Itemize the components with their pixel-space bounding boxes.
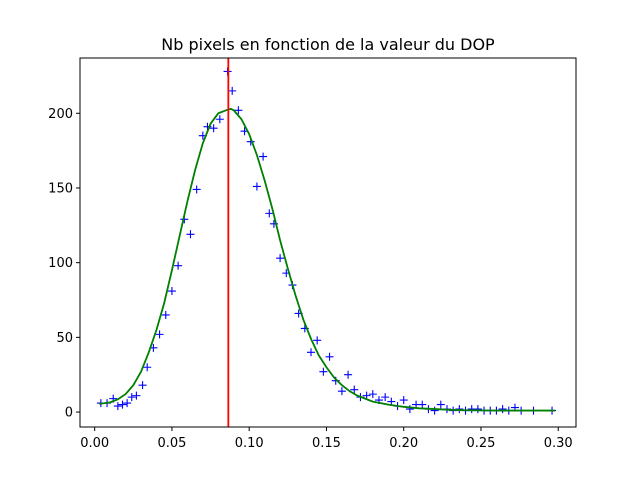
data-point-marker	[319, 367, 328, 376]
data-point-marker	[138, 381, 147, 390]
data-point-marker	[498, 405, 507, 414]
data-point-marker	[313, 336, 322, 345]
data-point-marker	[234, 106, 243, 115]
chart-title: Nb pixels en fonction de la valeur du DO…	[161, 35, 495, 54]
y-tick-label: 200	[48, 107, 73, 122]
data-point-marker	[455, 405, 464, 414]
data-point-marker	[350, 385, 359, 394]
data-point-marker	[344, 370, 353, 379]
data-point-marker	[252, 182, 261, 191]
axes-frame	[79, 57, 577, 428]
data-point-marker	[132, 391, 141, 400]
data-point-marker	[192, 185, 201, 194]
y-tick-label: 100	[48, 256, 73, 271]
data-point-marker	[259, 152, 268, 161]
x-tick-label: 0.00	[80, 436, 109, 451]
data-point-marker	[276, 254, 285, 263]
x-tick-label: 0.05	[157, 436, 186, 451]
data-point-marker	[228, 86, 237, 95]
x-tick-label: 0.10	[235, 436, 264, 451]
x-tick-label: 0.30	[544, 436, 573, 451]
data-point-marker	[325, 352, 334, 361]
plot-area	[96, 58, 557, 427]
data-point-marker	[127, 393, 136, 402]
data-point-marker	[174, 261, 183, 270]
data-point-marker	[186, 230, 195, 239]
data-point-marker	[167, 287, 176, 296]
data-point-marker	[473, 405, 482, 414]
y-tick-label: 150	[48, 181, 73, 196]
data-point-marker	[118, 400, 127, 409]
y-tick-label: 50	[56, 331, 73, 346]
data-point-marker	[399, 396, 408, 405]
fit-curve	[99, 107, 556, 412]
data-point-marker	[430, 406, 439, 415]
data-point-marker	[123, 399, 132, 408]
data-point-marker	[307, 348, 316, 357]
data-point-marker	[265, 209, 274, 218]
data-point-marker	[113, 402, 122, 411]
x-tick-label: 0.15	[312, 436, 341, 451]
data-point-marker	[337, 387, 346, 396]
x-tick-label: 0.20	[389, 436, 418, 451]
data-point-marker	[436, 400, 445, 409]
data-point-marker	[143, 363, 152, 372]
data-point-marker	[161, 310, 170, 319]
data-point-marker	[215, 115, 224, 124]
data-point-marker	[155, 330, 164, 339]
data-point-marker	[209, 124, 218, 133]
data-point-marker	[418, 400, 427, 409]
x-tick-label: 0.25	[466, 436, 495, 451]
data-point-marker	[381, 393, 390, 402]
data-point-marker	[405, 405, 414, 414]
y-tick-label: 0	[65, 406, 73, 421]
data-point-marker	[368, 390, 377, 399]
